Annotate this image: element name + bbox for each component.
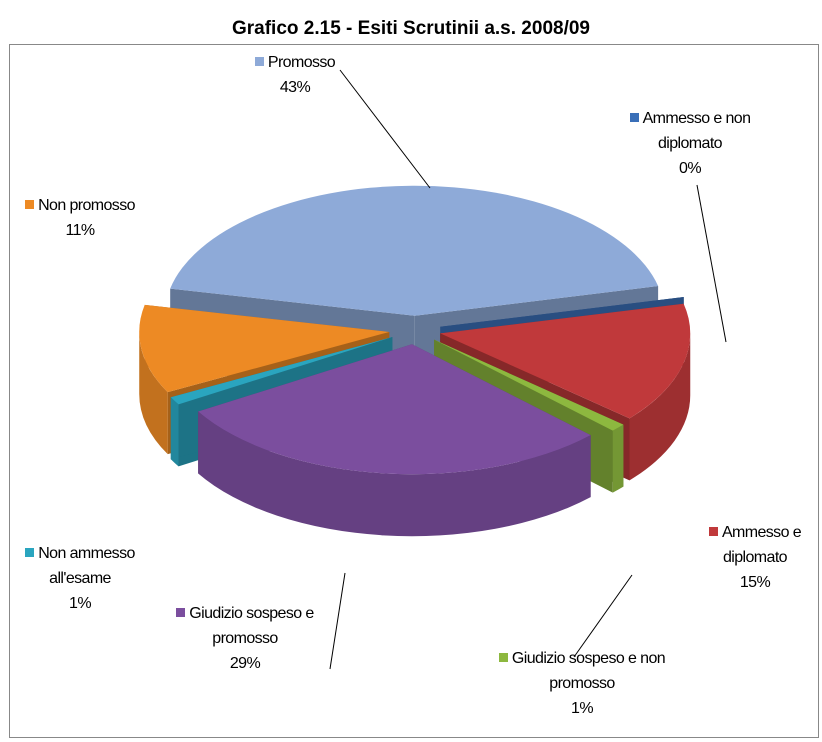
value-label: 29% [229,655,261,672]
leader-line [573,574,633,658]
legend-swatch [254,57,264,66]
slice-side [198,411,591,537]
category-label: Giudizio sospeso e non promosso [511,650,666,692]
label-name: Non ammesso all'esame [10,541,150,591]
legend-swatch [25,200,35,209]
data-label: Ammesso e diplomato 15% [700,520,810,595]
slice [170,185,659,316]
legend-swatch [498,653,508,662]
label-name: Ammesso e diplomato [700,520,810,570]
data-label: Giudizio sospeso e promosso 29% [155,601,335,676]
label-name: Giudizio sospeso e promosso [155,601,335,651]
data-label: Giudizio sospeso e non promosso 1% [492,646,672,721]
data-label: Promosso 43% [215,50,375,100]
chart-title: Grafico 2.15 - Esiti Scrutinii a.s. 2008… [231,18,590,39]
slice [198,344,591,475]
category-label: Ammesso e diplomato [721,524,802,566]
category-label: Promosso [267,54,336,71]
slice [139,304,390,393]
category-label: Non ammesso all'esame [38,545,135,587]
slice [170,337,393,405]
legend-swatch [25,548,35,557]
slice-side [612,424,624,493]
data-label: Ammesso e non diplomato 0% [615,106,765,181]
label-name: Giudizio sospeso e non promosso [492,646,672,696]
slice [434,339,624,431]
legend-swatch [629,113,639,122]
value-label: 43% [279,79,311,96]
value-label: 15% [739,574,771,591]
label-name: Non promosso [0,193,160,218]
legend-swatch [176,608,186,617]
label-name: Ammesso e non diplomato [615,106,765,156]
value-label: 1% [571,700,594,717]
slice [440,303,691,419]
category-label: Non promosso [38,197,135,214]
value-label: 11% [65,222,95,239]
slice-side [629,333,691,481]
leader-line [339,69,431,189]
value-label: 1% [69,595,92,612]
value-label: 0% [679,160,702,177]
plot-frame [9,44,819,738]
label-name: Promosso [215,50,375,75]
data-label: Non promosso 11% [0,193,160,243]
slice-side [139,331,168,455]
slice-side [170,397,179,467]
category-label: Giudizio sospeso e promosso [189,605,314,647]
leader-line [329,572,346,670]
leader-line [696,184,727,343]
data-label: Non ammesso all'esame 1% [10,541,150,616]
legend-swatch [708,527,718,536]
category-label: Ammesso e non diplomato [642,110,751,152]
